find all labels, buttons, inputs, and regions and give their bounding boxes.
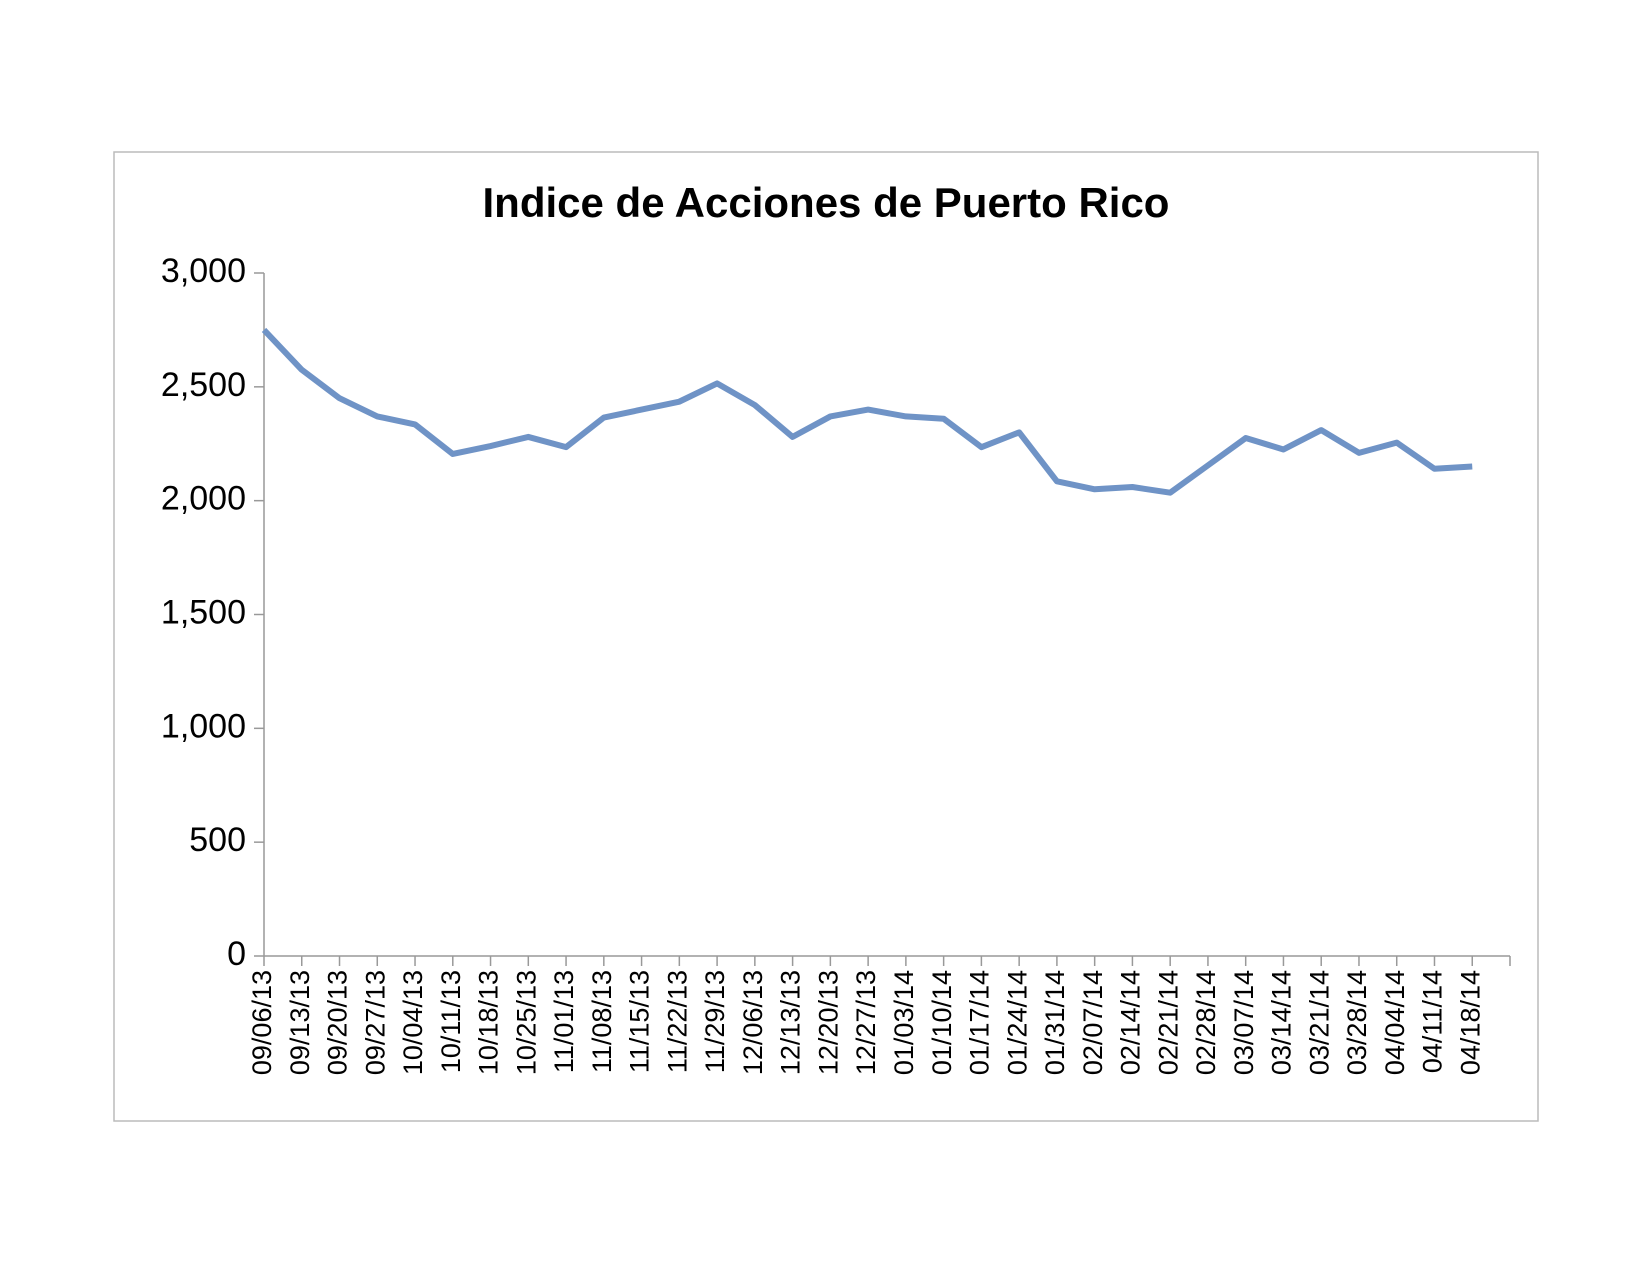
x-tick-label: 11/08/13 — [587, 970, 617, 1073]
x-tick-label: 03/14/14 — [1267, 970, 1297, 1075]
y-tick-label: 2,000 — [161, 480, 246, 518]
y-tick-label: 2,500 — [161, 366, 246, 404]
line-series — [261, 327, 1473, 496]
y-tick-label: 500 — [189, 821, 246, 859]
x-tick-label: 09/27/13 — [360, 970, 390, 1075]
x-tick-label: 04/11/14 — [1418, 970, 1448, 1073]
x-tick-label: 12/20/13 — [813, 970, 843, 1075]
x-tick-label: 09/13/13 — [285, 970, 315, 1075]
x-tick-label: 09/20/13 — [323, 970, 353, 1075]
x-tick-label: 10/18/13 — [474, 970, 504, 1075]
x-tick-label: 10/04/13 — [398, 970, 428, 1075]
x-tick-label: 12/13/13 — [776, 970, 806, 1075]
x-tick-label: 11/15/13 — [625, 970, 655, 1073]
x-tick-label: 03/28/14 — [1342, 970, 1372, 1075]
x-tick-label: 04/18/14 — [1455, 970, 1485, 1075]
chart-border — [113, 151, 1539, 1122]
x-tick-label: 12/27/13 — [851, 970, 881, 1075]
x-tick-label: 02/28/14 — [1191, 970, 1221, 1075]
x-tick-label: 01/03/14 — [889, 970, 919, 1075]
x-tick-label: 10/25/13 — [511, 970, 541, 1075]
y-tick-label: 1,000 — [161, 707, 246, 745]
x-tick-label: 12/06/13 — [738, 970, 768, 1075]
y-tick-label: 3,000 — [161, 252, 246, 290]
y-tick-label: 0 — [227, 935, 246, 973]
x-tick-label: 04/04/14 — [1380, 970, 1410, 1075]
x-tick-label: 01/31/14 — [1040, 970, 1070, 1075]
x-tick-label: 11/29/13 — [700, 970, 730, 1073]
x-tick-label: 03/21/14 — [1304, 970, 1334, 1075]
x-tick-label: 01/10/14 — [927, 970, 957, 1075]
x-tick-label: 01/17/14 — [965, 970, 995, 1075]
y-tick-label: 1,500 — [161, 593, 246, 631]
x-tick-label: 02/14/14 — [1116, 970, 1146, 1075]
x-tick-label: 11/01/13 — [549, 970, 579, 1073]
x-tick-label: 11/22/13 — [662, 970, 692, 1073]
chart-title: Indice de Acciones de Puerto Rico — [483, 179, 1170, 226]
x-tick-label: 02/07/14 — [1078, 970, 1108, 1075]
x-tick-label: 10/11/13 — [436, 970, 466, 1073]
x-tick-label: 02/21/14 — [1153, 970, 1183, 1075]
x-tick-label: 01/24/14 — [1002, 970, 1032, 1075]
x-tick-label: 03/07/14 — [1229, 970, 1259, 1075]
x-tick-label: 09/06/13 — [247, 970, 277, 1075]
